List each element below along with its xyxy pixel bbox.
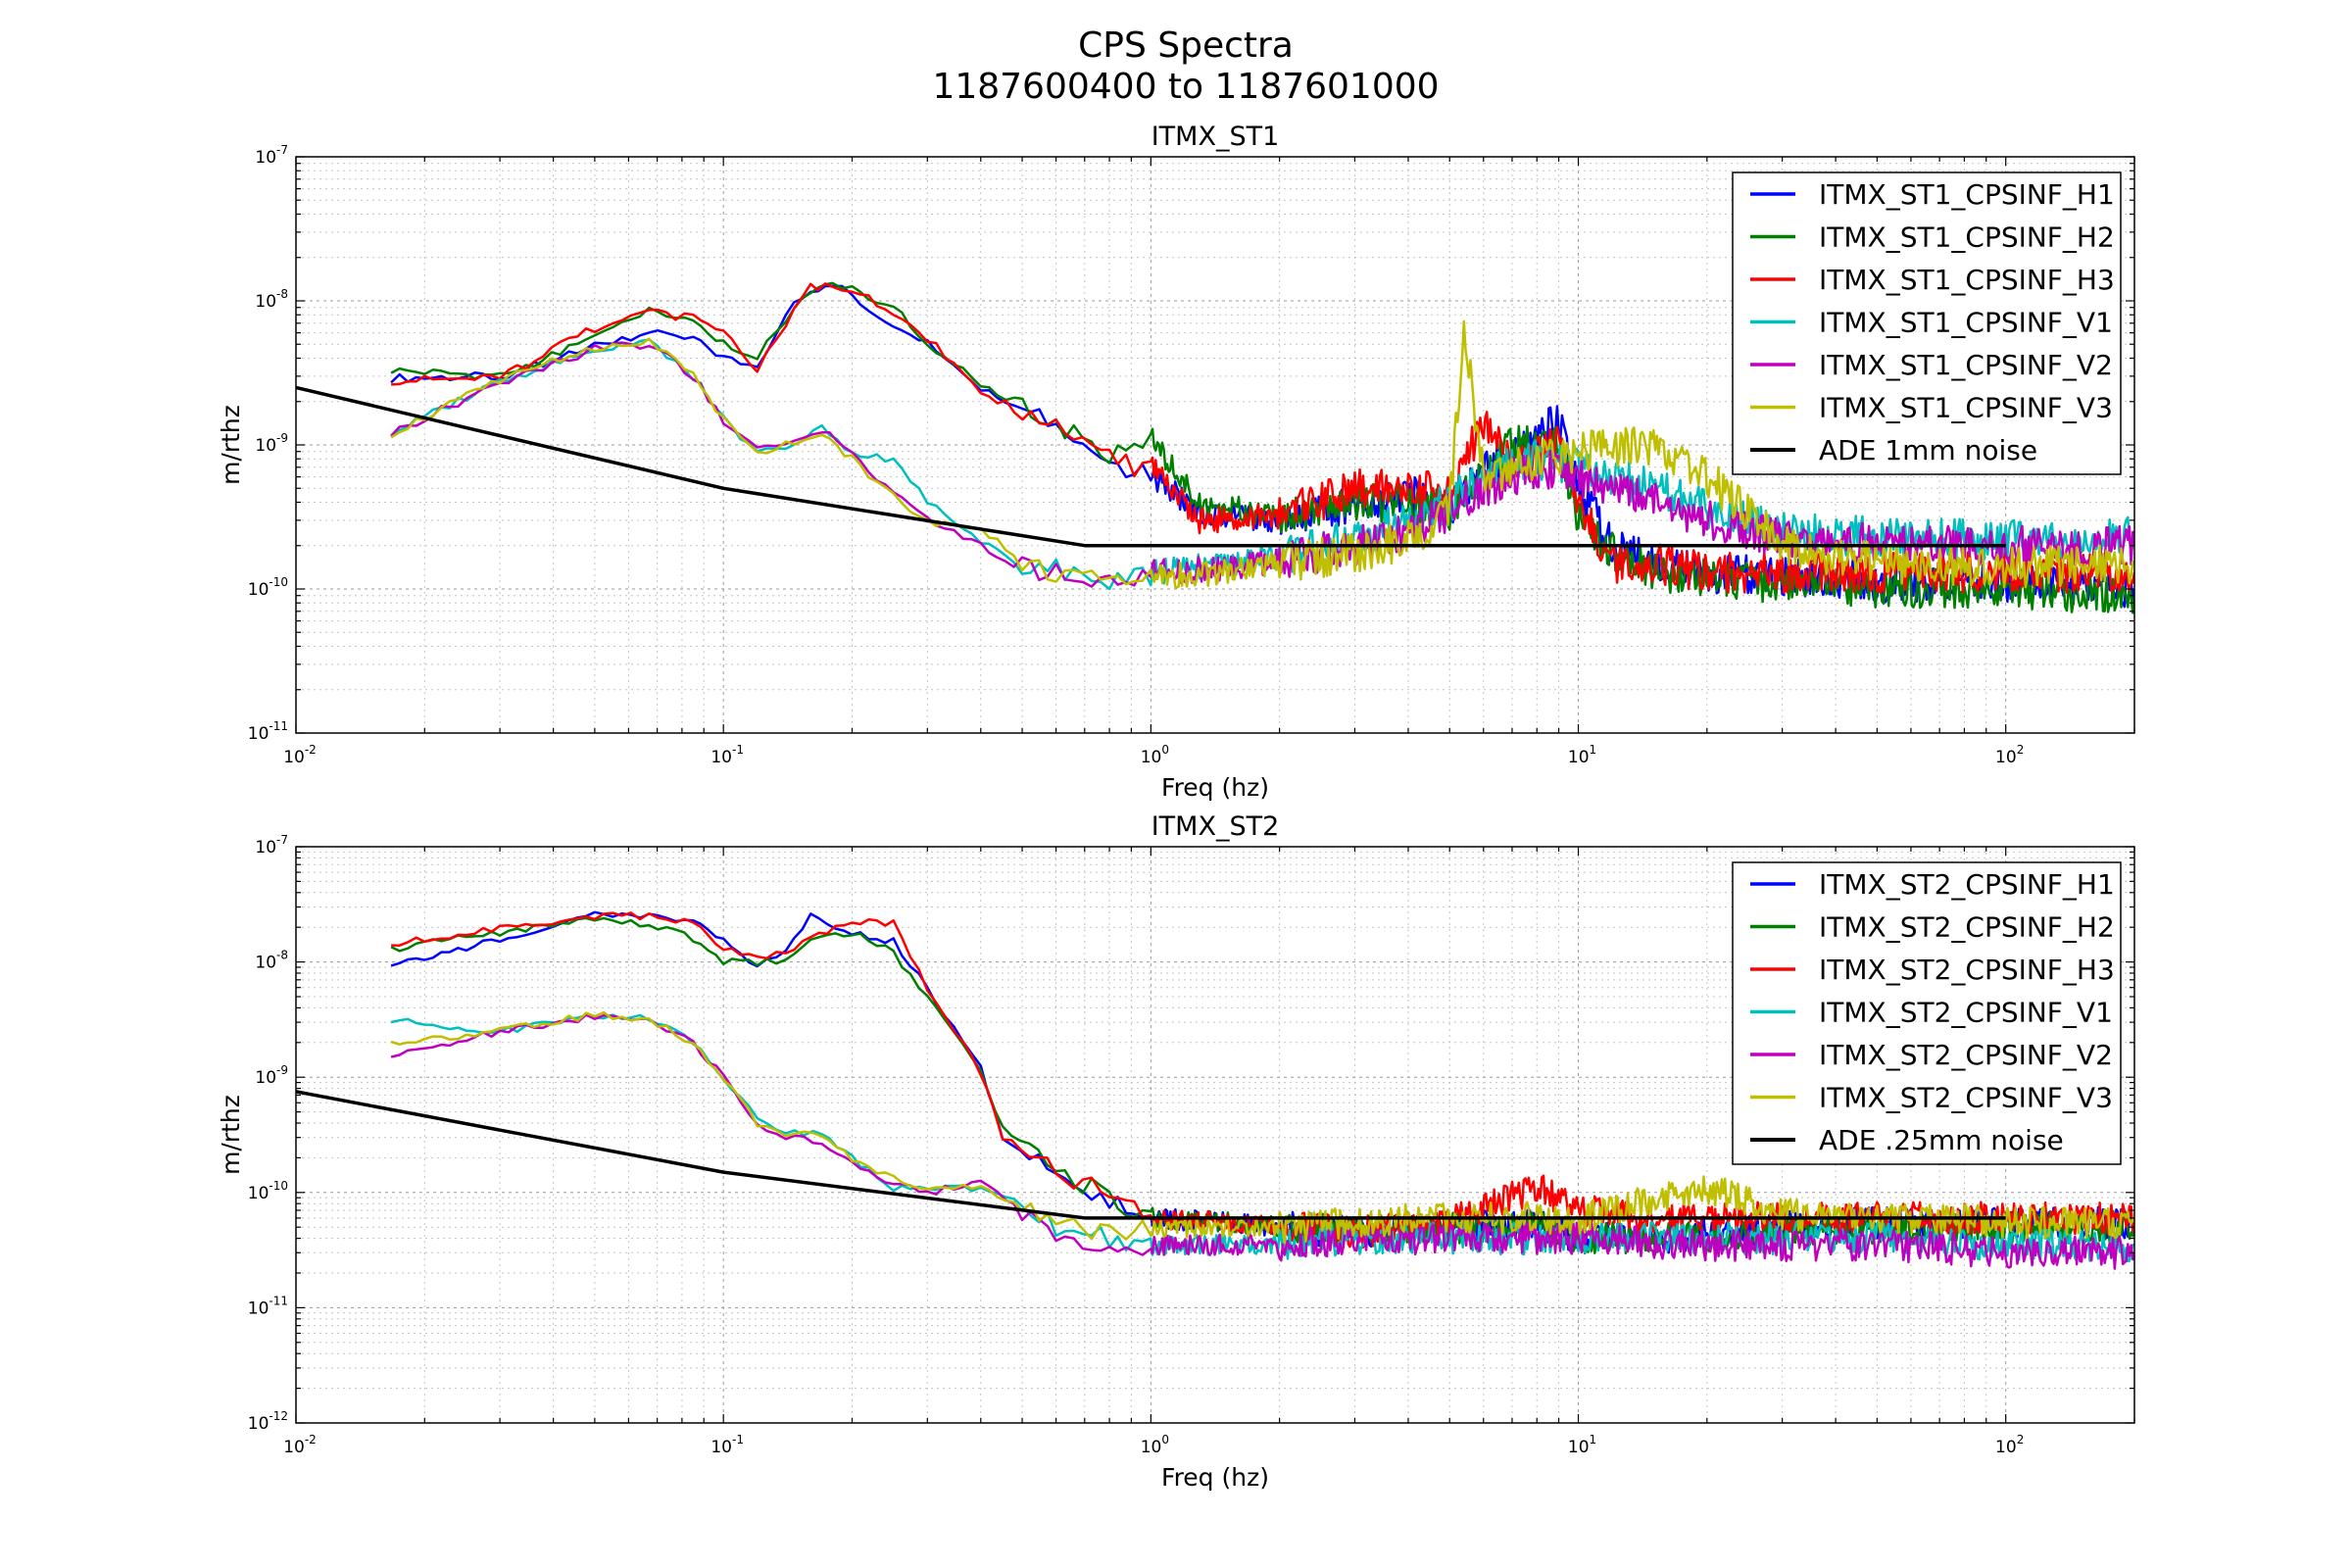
y-tick-label: 10-7 — [255, 143, 288, 168]
x-tick-label: 101 — [1568, 1433, 1596, 1457]
legend-entry-label: ITMX_ST1_CPSINF_V2 — [1819, 349, 2113, 381]
x-tick-label: 10-1 — [710, 1433, 744, 1457]
legend-box — [1732, 172, 2122, 475]
legend-entry-label: ADE .25mm noise — [1819, 1124, 2064, 1156]
plot-1-title: ITMX_ST2 — [1152, 811, 1280, 842]
plot-itmx-st2: 10-2 10-1 100 101 102 10-12 10-11 10-10 10-9 10-8… — [217, 811, 2135, 1492]
plot-0-y-axis-label: m/rthz — [217, 405, 245, 485]
legend-entry-label: ITMX_ST2_CPSINF_V1 — [1819, 997, 2113, 1029]
legend-entry-label: ITMX_ST1_CPSINF_V3 — [1819, 392, 2113, 424]
x-tick-label: 101 — [1568, 743, 1596, 767]
legend-entry-label: ITMX_ST2_CPSINF_H1 — [1819, 868, 2115, 901]
y-tick-label: 10-12 — [248, 1409, 288, 1434]
plot-1-y-axis-label: m/rthz — [217, 1095, 245, 1175]
x-tick-label: 10-1 — [710, 743, 744, 767]
plot-1-series-lines — [296, 910, 2134, 1270]
x-tick-label: 102 — [1995, 1433, 2024, 1457]
legend-entry-label: ITMX_ST2_CPSINF_H2 — [1819, 911, 2115, 944]
legend-entry-label: ITMX_ST1_CPSINF_V1 — [1819, 307, 2113, 339]
plot-0-legend: ITMX_ST1_CPSINF_H1 ITMX_ST1_CPSINF_H2 ITMX… — [1732, 172, 2122, 475]
series-line-itmx-st2-cpsinf-v2 — [390, 1013, 2134, 1270]
y-tick-label: 10-10 — [248, 575, 288, 600]
plot-0-ticks — [295, 156, 2135, 734]
plot-1-legend: ITMX_ST2_CPSINF_H1 ITMX_ST2_CPSINF_H2 ITMX… — [1732, 861, 2122, 1165]
plot-1-axes-frame — [295, 846, 2135, 1424]
series-line-itmx-st1-cpsinf-h2 — [390, 281, 2134, 614]
legend-entry-label: ADE 1mm noise — [1819, 434, 2037, 466]
plot-0-x-axis-label: Freq (hz) — [1161, 773, 1269, 802]
legend-entry-label: ITMX_ST2_CPSINF_V2 — [1819, 1039, 2113, 1071]
y-tick-label: 10-11 — [248, 719, 288, 744]
legend-entry-label: ITMX_ST1_CPSINF_H1 — [1819, 178, 2115, 211]
legend-entry-label: ITMX_ST1_CPSINF_H2 — [1819, 221, 2115, 254]
y-tick-label: 10-7 — [255, 833, 288, 858]
legend-entry-label: ITMX_ST1_CPSINF_H3 — [1819, 264, 2115, 296]
figure-title: CPS Spectra — [1078, 25, 1294, 66]
plot-0-title: ITMX_ST1 — [1152, 122, 1280, 152]
legend-box — [1732, 861, 2122, 1165]
plot-1-ticks — [295, 846, 2135, 1424]
x-tick-label: 102 — [1995, 743, 2024, 767]
y-tick-label: 10-9 — [255, 431, 288, 456]
y-tick-label: 10-10 — [248, 1179, 288, 1203]
legend-entry-label: ITMX_ST2_CPSINF_V3 — [1819, 1082, 2113, 1114]
figure-subtitle: 1187600400 to 1187601000 — [932, 67, 1439, 107]
y-tick-label: 10-9 — [255, 1063, 288, 1088]
plot-itmx-st1: 10-2 10-1 100 101 102 10-11 10-10 10-9 10-8 10-7 I… — [217, 122, 2135, 802]
plot-0-series-lines — [296, 281, 2134, 614]
x-tick-label: 10-2 — [283, 743, 317, 767]
y-tick-label: 10-8 — [255, 287, 288, 312]
y-tick-label: 10-11 — [248, 1294, 288, 1318]
series-line-ade-1mm-noise — [296, 385, 2006, 548]
plot-1-x-axis-label: Freq (hz) — [1161, 1463, 1269, 1492]
series-line-ade-25mm-noise — [296, 1090, 2006, 1220]
legend-entry-label: ITMX_ST2_CPSINF_H3 — [1819, 954, 2115, 986]
series-line-itmx-st1-cpsinf-v3 — [390, 319, 2134, 589]
y-tick-label: 10-8 — [255, 949, 288, 973]
x-tick-label: 100 — [1141, 743, 1169, 767]
x-tick-label: 100 — [1141, 1433, 1169, 1457]
x-tick-label: 10-2 — [283, 1433, 317, 1457]
